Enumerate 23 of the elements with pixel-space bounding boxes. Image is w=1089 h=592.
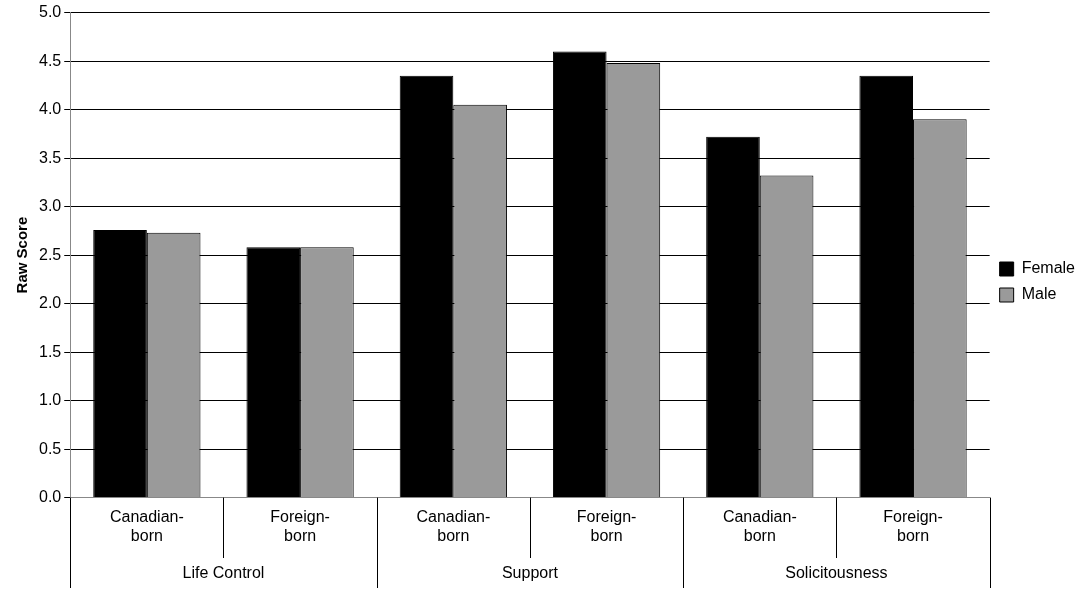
y-tick-label: 1.0 (38, 391, 62, 409)
y-tick-label: 2.5 (38, 245, 62, 263)
x-tick-label: Foreign-born (576, 507, 637, 544)
y-axis-title: Raw Score (13, 216, 31, 294)
x-tick-label: Foreign-born (270, 507, 330, 544)
text: Solicitousness (785, 564, 888, 582)
x-tick-label: Canadian-born (109, 507, 184, 544)
y-tick-label: 1.5 (38, 342, 62, 360)
legend-label: Female (1021, 259, 1076, 277)
x-tick-label: Canadian-born (416, 507, 491, 544)
y-tick-label: 3.5 (38, 148, 62, 166)
y-tick-label: 2.0 (38, 294, 62, 312)
y-tick-label: 0.5 (38, 439, 62, 457)
y-tick-label: 5.0 (38, 3, 62, 21)
text: Life Control (182, 564, 265, 582)
legend-label: Male (1021, 285, 1057, 303)
y-tick-label: 3.0 (38, 197, 62, 215)
y-tick-label: 4.0 (38, 100, 62, 118)
text: Support (501, 564, 559, 582)
x-tick-label: Canadian-born (722, 507, 797, 544)
y-tick-label: 4.5 (38, 51, 62, 69)
x-tick-label: Foreign-born (883, 507, 943, 544)
y-tick-label: 0.0 (38, 488, 62, 506)
